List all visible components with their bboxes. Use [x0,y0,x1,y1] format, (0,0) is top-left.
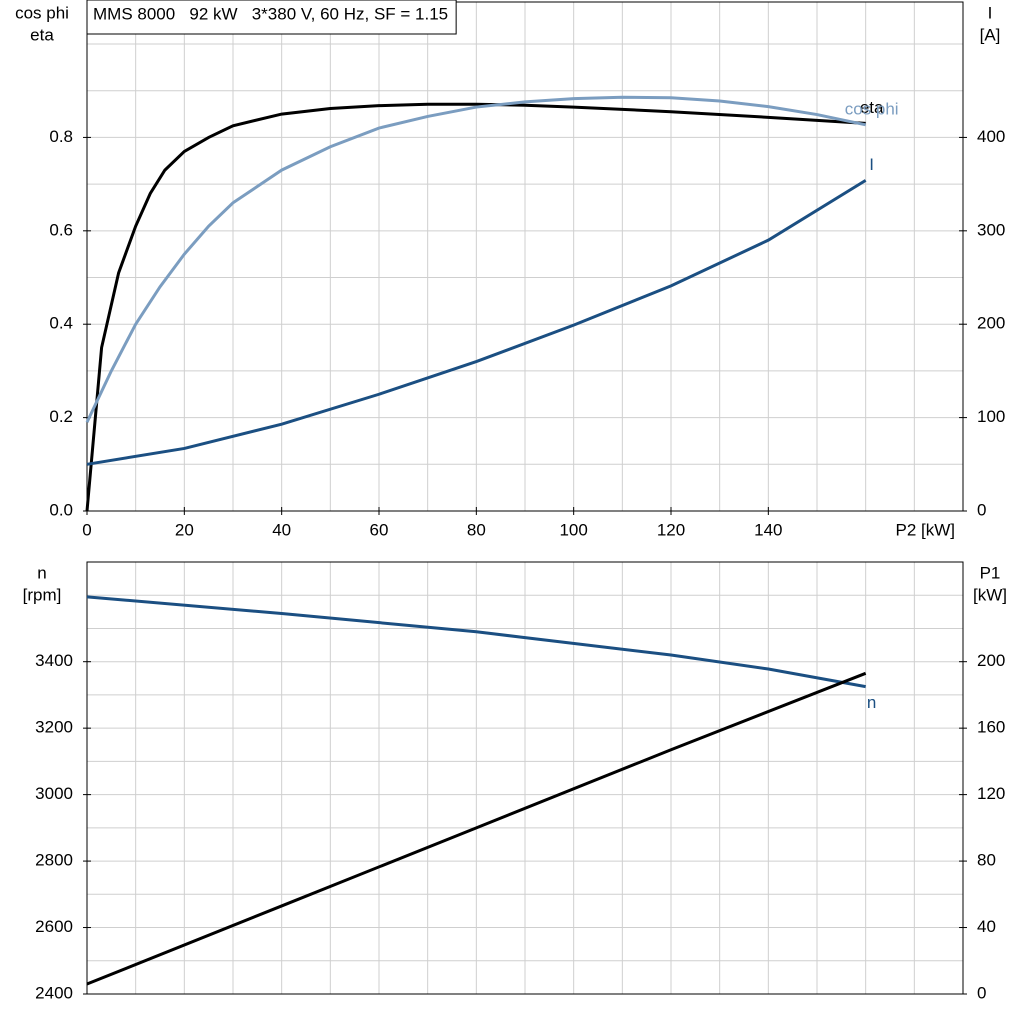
series-label: eta [860,98,884,117]
title-box [86,0,457,35]
y2-tick-label: 0 [977,500,986,519]
y2-tick-label: 120 [977,784,1005,803]
y-axis-label: n [37,563,46,582]
x-tick-label: 100 [559,520,587,539]
series-line [85,95,866,423]
y2-tick-label: 100 [977,407,1005,426]
chart-title: MMS 8000 92 kW 3*380 V, 60 Hz, SF = 1.15 [93,4,448,23]
series-line [86,671,867,986]
y-tick-label: 3200 [35,718,73,737]
y-axis-label: cos phi [15,3,69,22]
y-tick-label: 0.6 [49,220,73,239]
y2-tick-label: 400 [977,127,1005,146]
y2-tick-label: 80 [977,851,996,870]
y-axis-label: eta [30,25,54,44]
y-tick-label: 0.0 [49,500,73,519]
series-label: I [869,155,874,174]
y-tick-label: 0.8 [49,127,73,146]
x-tick-label: 60 [370,520,389,539]
x-tick-label: 0 [82,520,91,539]
y-tick-label: 3400 [35,651,73,670]
series-label: n [867,693,876,712]
y2-axis-label: P1 [980,563,1001,582]
series-line [85,102,866,512]
plot-frame [86,1,964,512]
y-tick-label: 0.4 [49,314,73,333]
y2-tick-label: 40 [977,917,996,936]
y2-tick-label: 200 [977,314,1005,333]
x-tick-label: 40 [272,520,291,539]
y2-tick-label: 300 [977,220,1005,239]
x-tick-label: 80 [467,520,486,539]
y2-axis-label: [A] [980,25,1001,44]
series-label: cos phi [845,99,899,118]
y-tick-label: 2600 [35,917,73,936]
series-line [86,595,866,689]
x-tick-label: 140 [754,520,782,539]
y2-tick-label: 160 [977,718,1005,737]
y-axis-label: [rpm] [23,585,62,604]
plot-frame [86,561,964,995]
y2-axis-label: [kW] [973,585,1007,604]
x-axis-label: P2 [kW] [895,520,955,539]
y-tick-label: 3000 [35,784,73,803]
series-line [86,179,867,466]
y2-tick-label: 0 [977,983,986,1002]
x-tick-label: 20 [175,520,194,539]
y-tick-label: 0.2 [49,407,73,426]
y2-axis-label: I [988,3,993,22]
y-tick-label: 2400 [35,983,73,1002]
x-tick-label: 120 [657,520,685,539]
y2-tick-label: 200 [977,651,1005,670]
y-tick-label: 2800 [35,851,73,870]
